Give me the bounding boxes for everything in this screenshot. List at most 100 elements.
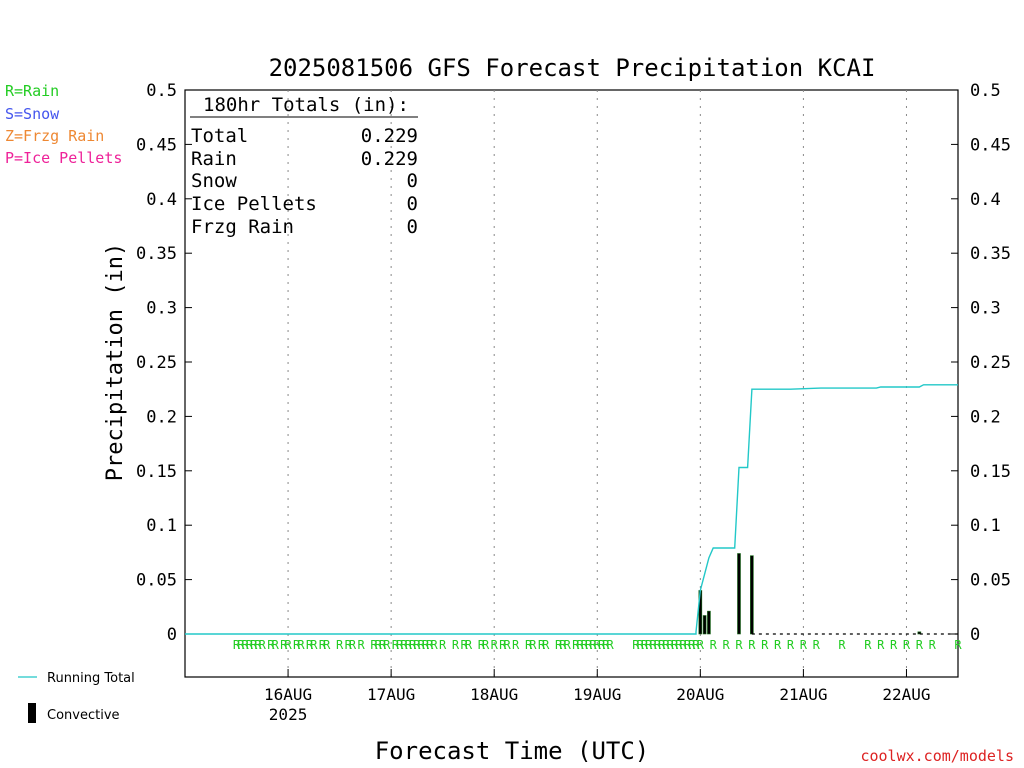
legend-ice-pellets: P=Ice Pellets [5,149,122,167]
rain-mark: R [246,638,254,652]
rain-mark: R [336,638,344,652]
x-tick-label: 16AUG [264,685,312,704]
rain-mark: R [649,638,657,652]
rain-mark: R [667,638,675,652]
y-axis-left: 0 0.05 0.1 0.15 0.2 0.25 0.3 0.35 0.4 0.45 0.5 [136,81,192,645]
rain-mark: R [426,638,434,652]
rain-mark: R [576,638,584,652]
rain-mark: R [323,638,331,652]
y-tick-label-left: 0.2 [146,407,177,427]
totals-label-freezing-rain: Frzg Rain [191,216,294,238]
legend-running-total-label: Running Total [47,671,135,686]
rain-mark: R [671,638,679,652]
rain-mark: R [418,638,426,652]
y-axis-right: 0 0.05 0.1 0.15 0.2 0.25 0.3 0.35 0.4 0.45 0.5 [951,81,1011,645]
rain-mark: R [465,638,473,652]
rain-mark: R [641,638,649,652]
x-tick-label: 21AUG [779,685,827,704]
y-tick-label-left: 0.35 [136,244,177,264]
convective-bar [737,553,741,635]
rain-mark: R [478,638,486,652]
rain-mark: R [890,638,898,652]
rain-mark: R [306,638,314,652]
y-tick-label-right: 0 [970,625,980,645]
rain-mark: R [916,638,924,652]
x-tick-label: 18AUG [470,685,518,704]
rain-mark: R [662,638,670,652]
rain-mark: R [512,638,520,652]
rain-mark: R [409,638,417,652]
x-tick-label: 22AUG [882,685,930,704]
rain-mark: R [452,638,460,652]
y-tick-label-left: 0.05 [136,571,177,591]
rain-mark: R [800,638,808,652]
rain-mark: R [254,638,262,652]
rain-mark: R [680,638,688,652]
rain-mark: R [345,638,353,652]
rain-mark: R [710,638,718,652]
rain-mark: R [233,638,241,652]
rain-mark: R [422,638,430,652]
y-tick-label-right: 0.2 [970,407,1001,427]
rain-mark: R [319,638,327,652]
site-credit: coolwx.com/models [860,747,1014,765]
rain-mark: R [439,638,447,652]
rain-mark: R [813,638,821,652]
y-tick-label-right: 0.25 [970,353,1011,373]
totals-label-rain: Rain [191,148,237,170]
y-tick-label-right: 0.5 [970,81,1001,101]
rain-mark: R [284,638,292,652]
rain-mark: R [242,638,250,652]
rain-mark: R [864,638,872,652]
legend-rain: R=Rain [5,82,59,100]
rain-mark: R [559,638,567,652]
rain-mark: R [237,638,245,652]
convective-bars [698,553,958,635]
y-tick-label-left: 0.4 [146,190,177,210]
rain-mark: R [310,638,318,652]
rain-mark: R [564,638,572,652]
rain-mark: R [637,638,645,652]
y-tick-label-right: 0.45 [970,135,1011,155]
chart-title: 2025081506 GFS Forecast Precipitation KC… [269,54,876,82]
rain-mark: R [607,638,615,652]
convective-bar [707,610,711,635]
rain-mark: R [392,638,400,652]
rain-mark: R [538,638,546,652]
y-tick-label-left: 0.15 [136,462,177,482]
rain-mark: R [250,638,258,652]
totals-box: 180hr Totals (in): Total 0.229 Rain 0.22… [190,94,418,238]
rain-mark: R [585,638,593,652]
legend-convective-swatch [28,703,36,723]
convective-bar [917,631,922,635]
rain-mark: R [405,638,413,652]
rain-mark: R [602,638,610,652]
rain-mark: R [645,638,653,652]
rain-mark: R [697,638,705,652]
rain-mark: R [503,638,511,652]
rain-mark: R [499,638,507,652]
totals-value-total: 0.229 [361,125,418,147]
x-tick-label: 17AUG [367,685,415,704]
rain-mark: R [787,638,795,652]
rain-mark: R [482,638,490,652]
rain-mark: R [370,638,378,652]
running-total-series [185,384,958,635]
y-tick-label-left: 0.5 [146,81,177,101]
rain-mark: R [349,638,357,652]
y-tick-label-left: 0.3 [146,299,177,319]
y-tick-label-right: 0.4 [970,190,1001,210]
y-axis-label: Precipitation (in) [103,243,128,481]
rain-mark: R [259,638,267,652]
rain-mark: R [598,638,606,652]
legend-snow: S=Snow [5,105,60,123]
rain-mark: R [383,638,391,652]
totals-value-freezing-rain: 0 [407,216,418,238]
rain-mark: R [400,638,408,652]
rain-mark: R [903,638,911,652]
rain-mark: R [396,638,404,652]
rain-mark: R [589,638,597,652]
